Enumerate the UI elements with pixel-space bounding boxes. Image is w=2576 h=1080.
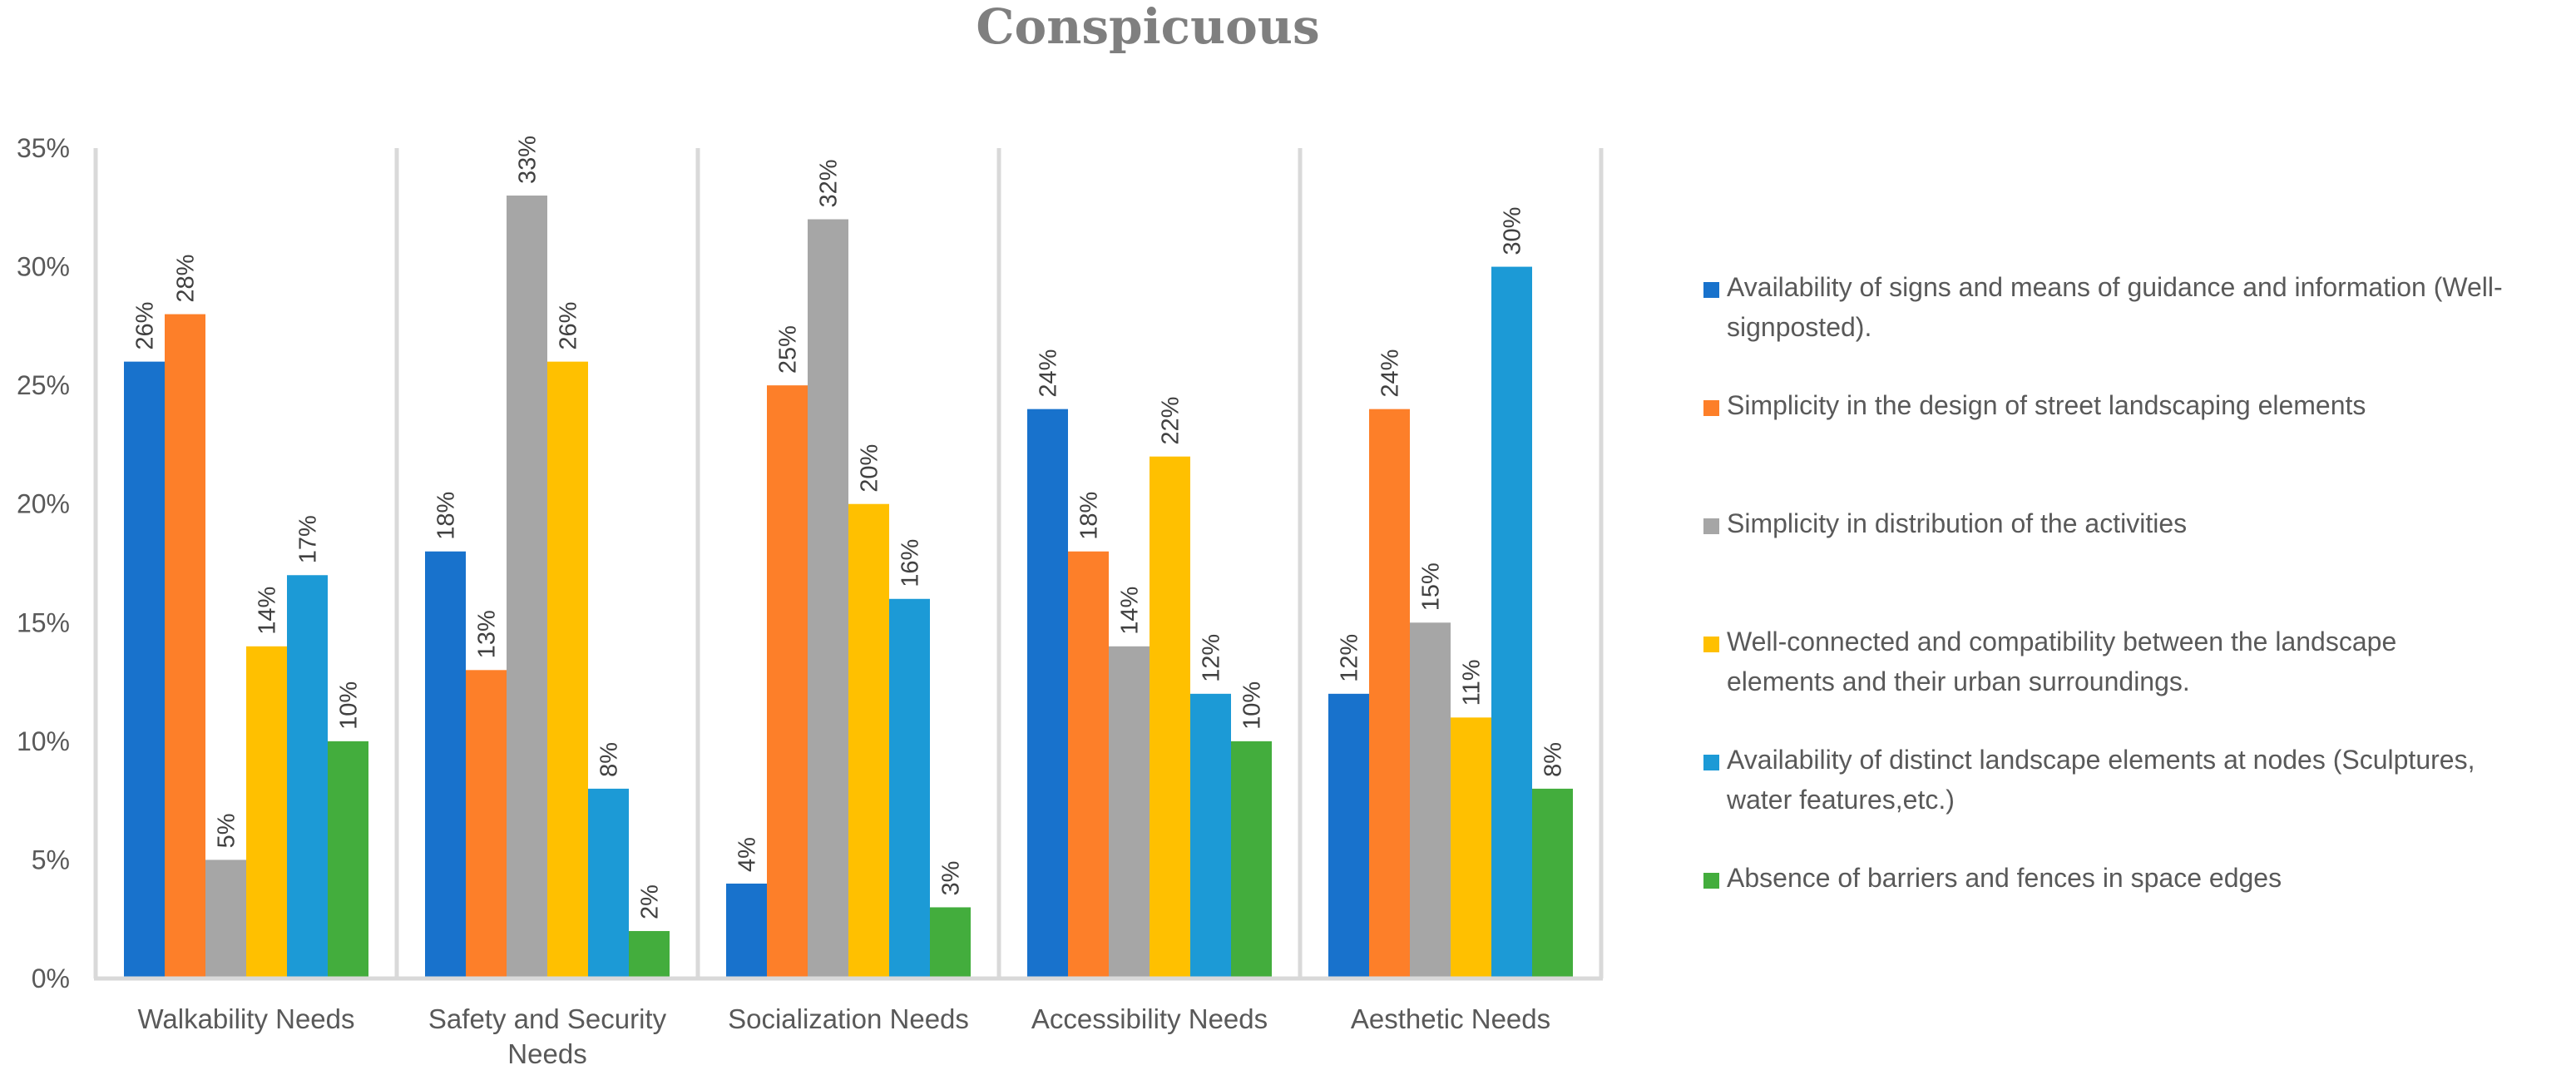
- bars: [124, 196, 1573, 979]
- data-label: 8%: [596, 742, 623, 777]
- bar: [1068, 551, 1109, 978]
- bar: [1231, 741, 1272, 978]
- x-tick-label: Aesthetic Needs: [1351, 1003, 1550, 1034]
- y-tick-label: 5%: [32, 845, 70, 874]
- bar: [889, 598, 930, 978]
- bar: [1027, 409, 1068, 979]
- data-label: 26%: [556, 302, 582, 350]
- data-label: 24%: [1377, 349, 1404, 398]
- legend-swatch: [1703, 400, 1719, 416]
- legend-swatch: [1703, 637, 1719, 652]
- bar: [328, 741, 368, 978]
- x-tick-label: Needs: [507, 1038, 586, 1069]
- bar: [808, 219, 848, 978]
- bar: [466, 670, 507, 978]
- y-tick-label: 25%: [17, 370, 70, 400]
- bar: [588, 788, 629, 978]
- y-tick-label: 35%: [17, 133, 70, 163]
- bar: [1369, 409, 1410, 979]
- bar: [1532, 788, 1573, 978]
- data-label: 12%: [1337, 634, 1363, 682]
- bar: [726, 883, 767, 978]
- category-dividers: [93, 148, 1604, 978]
- data-label: 16%: [897, 539, 924, 587]
- chart-title: Conspicuous: [976, 0, 1319, 55]
- x-tick-label: Safety and Security: [428, 1003, 667, 1034]
- data-label: 22%: [1158, 397, 1184, 445]
- legend-label: Simplicity in distribution of the activi…: [1727, 508, 2187, 538]
- legend-label: water features,etc.): [1726, 785, 1955, 815]
- data-labels: 26% 18% 4% 24% 12% 28% 13% 25% 18% 24% 5% 33% 32% 14%…: [132, 136, 1567, 919]
- legend-label: elements and their urban surroundings.: [1727, 666, 2190, 696]
- data-label: 20%: [857, 444, 883, 493]
- legend-label: Availability of signs and means of guida…: [1727, 272, 2503, 302]
- data-label: 15%: [1418, 562, 1445, 611]
- bar: [767, 385, 808, 979]
- data-label: 28%: [173, 255, 200, 303]
- legend-swatch: [1703, 755, 1719, 770]
- bar: [246, 646, 287, 978]
- data-label: 10%: [1239, 681, 1266, 730]
- legend-label: signposted).: [1727, 312, 1871, 342]
- x-tick-label: Walkability Needs: [137, 1003, 354, 1034]
- bar: [425, 551, 466, 978]
- data-label: 4%: [734, 837, 761, 872]
- data-label: 12%: [1199, 634, 1225, 682]
- data-label: 33%: [515, 136, 541, 184]
- y-tick-label: 20%: [17, 489, 70, 519]
- data-label: 2%: [637, 884, 664, 919]
- bar: [124, 361, 165, 979]
- axes: 0% 5% 10% 15% 20% 25% 30% 35% Walkability Needs S…: [17, 133, 1603, 1069]
- data-label: 10%: [336, 681, 363, 730]
- data-label: 26%: [132, 302, 159, 350]
- bar: [287, 575, 328, 978]
- data-label: 14%: [255, 587, 281, 635]
- legend: Availability of signs and means of guida…: [1703, 272, 2503, 893]
- bar: [1328, 693, 1369, 978]
- y-tick-label: 30%: [17, 252, 70, 282]
- bar: [507, 196, 547, 978]
- legend-label: Availability of distinct landscape eleme…: [1727, 745, 2475, 775]
- data-label: 17%: [295, 515, 322, 563]
- bar: [1109, 646, 1150, 978]
- bar: [205, 860, 246, 978]
- data-label: 18%: [1076, 492, 1103, 540]
- bar: [629, 930, 670, 978]
- data-label: 24%: [1036, 349, 1062, 398]
- x-tick-label: Accessibility Needs: [1031, 1003, 1268, 1034]
- data-label: 5%: [214, 814, 240, 849]
- bar: [165, 314, 205, 979]
- legend-swatch: [1703, 873, 1719, 889]
- y-tick-label: 15%: [17, 607, 70, 637]
- legend-swatch: [1703, 518, 1719, 534]
- bar: [1491, 266, 1532, 979]
- data-label: 3%: [938, 861, 965, 896]
- bar: [1190, 693, 1231, 978]
- data-label: 18%: [433, 492, 460, 540]
- y-tick-label: 10%: [17, 726, 70, 756]
- y-tick-label: 0%: [32, 964, 70, 993]
- bar: [1150, 456, 1190, 978]
- legend-label: Simplicity in the design of street lands…: [1727, 390, 2366, 420]
- bar: [848, 503, 889, 978]
- data-label: 25%: [775, 325, 802, 374]
- data-label: 14%: [1117, 587, 1144, 635]
- legend-label: Absence of barriers and fences in space …: [1727, 863, 2282, 893]
- bar: [547, 361, 588, 979]
- x-tick-label: Socialization Needs: [728, 1003, 969, 1034]
- data-label: 11%: [1459, 659, 1486, 706]
- data-label: 13%: [474, 610, 501, 658]
- legend-label: Well-connected and compatibility between…: [1727, 627, 2396, 656]
- bar: [930, 907, 971, 978]
- data-label: 8%: [1540, 742, 1567, 777]
- bar: [1451, 717, 1491, 978]
- data-label: 32%: [816, 159, 843, 207]
- legend-swatch: [1703, 282, 1719, 298]
- bar: [1410, 622, 1451, 978]
- data-label: 30%: [1500, 207, 1526, 255]
